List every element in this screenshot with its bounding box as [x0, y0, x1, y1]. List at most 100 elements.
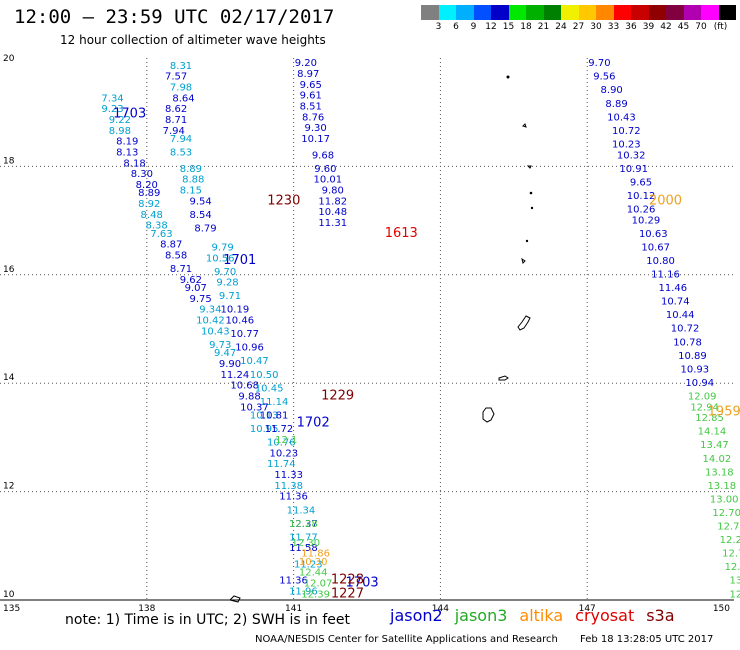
wave-height-value: 9.22: [109, 115, 131, 126]
coastline-islands: [229, 75, 534, 603]
legend-label: 9: [470, 22, 477, 32]
wave-height-value: 12.28: [289, 519, 318, 530]
wave-height-value: 10.01: [314, 175, 343, 186]
wave-height-value: 10.19: [221, 305, 250, 316]
wave-height-value: 9.07: [185, 283, 207, 294]
wave-height-value: 11.14: [260, 397, 289, 408]
satellite-legend-item: jason3: [454, 606, 508, 625]
wave-height-values: 8.317.577.988.64 7.34 8.62 9.23 8.71 9.22 7.94…: [101, 58, 740, 600]
pass-time-label: 1959: [708, 405, 740, 420]
satellite-legend-item: cryosat: [575, 606, 635, 625]
legend-swatch: [526, 5, 544, 20]
y-tick-label: 14: [3, 373, 15, 383]
wave-height-value: 9.60: [314, 164, 336, 175]
wave-height-value: 8.87: [160, 240, 182, 251]
legend-label: 70: [695, 22, 707, 32]
wave-height-value: 8.89: [180, 164, 202, 175]
wave-height-value: 11.72: [265, 424, 294, 435]
wave-height-value: 7.94: [163, 126, 185, 137]
wave-height-value: 10.29: [632, 215, 661, 226]
wave-height-value: 11.77: [289, 532, 318, 543]
legend-label: 39: [642, 22, 655, 32]
satellite-legend-item: jason2: [390, 606, 443, 625]
legend-swatch: [578, 5, 596, 20]
legend-label: 33: [607, 22, 620, 32]
wave-height-value: 10.50: [250, 370, 279, 381]
wave-height-value: 9.30: [304, 123, 326, 134]
wave-height-value: 10.45: [255, 383, 284, 394]
wave-height-value: 12.44: [299, 568, 328, 579]
legend-swatch: [718, 5, 736, 20]
wave-height-value: 8.19: [116, 137, 138, 148]
wave-height-value: 9.65: [300, 80, 322, 91]
wave-height-value: 10.47: [240, 356, 269, 367]
wave-height-value: 12.27: [720, 535, 740, 546]
legend-swatch: [648, 5, 666, 20]
wave-height-value: 10.74: [661, 297, 690, 308]
pass-time-label: 1228: [331, 573, 364, 588]
pass-time-labels: 1703 1613 2000 1959 1701 1702 1703 1230 1229 1228…: [113, 107, 740, 602]
y-tick-label: 12: [3, 482, 14, 492]
map-axes: 135 138 141 144 147 150 20 18 16 14 12 10: [3, 54, 730, 614]
generated-timestamp: Feb 18 13:28:05 UTC 2017: [580, 634, 714, 645]
wave-height-value: 8.53: [170, 148, 192, 159]
legend-label: 24: [555, 22, 567, 32]
wave-height-value: 9.70: [214, 267, 236, 278]
color-scale-labels: 3 6 9 12 15 18 21 24 27 30 33 36 39 42 45 70 (ft): [421, 22, 731, 34]
wave-height-value: 11.24: [221, 370, 250, 381]
pass-time-label: 2000: [649, 193, 682, 208]
wave-height-value: 8.58: [165, 251, 187, 262]
wave-height-value: 10.78: [673, 337, 702, 348]
pass-time-label: 1230: [267, 193, 300, 208]
wave-height-value: 13.18: [705, 467, 734, 478]
wave-height-value: 8.54: [189, 210, 211, 221]
wave-height-value: 11.96: [289, 587, 318, 598]
legend-swatch: [683, 5, 701, 20]
wave-height-value: 10.26: [627, 204, 656, 215]
wave-height-value: 11.46: [659, 283, 688, 294]
wave-height-value: 10.56: [206, 253, 235, 264]
wave-height-value: 8.62: [165, 104, 187, 115]
wave-height-value: 10.68: [230, 381, 259, 392]
wave-height-value: 8.89: [605, 99, 627, 110]
wave-height-value: 13.00: [710, 494, 739, 505]
pass-time-label: 1613: [385, 226, 418, 241]
x-tick-label: 141: [285, 604, 302, 614]
wave-height-value: 8.64: [172, 93, 194, 104]
wave-height-value: 8.89: [138, 188, 160, 199]
wave-height-value: 8.18: [123, 158, 145, 169]
wave-height-value: 12.39: [301, 589, 330, 600]
wave-height-value: 11.36: [279, 576, 308, 587]
legend-label: 3: [435, 22, 442, 32]
wave-height-value: 10.96: [235, 343, 264, 354]
wave-height-value: 11.16: [651, 270, 680, 281]
wave-height-value: 9.56: [593, 72, 615, 83]
wave-height-value: 9.47: [214, 348, 236, 359]
footer-note: note: 1) Time is in UTC; 2) SWH is in fe…: [65, 612, 351, 628]
wave-height-value: 12.78: [722, 549, 740, 560]
wave-height-value: 12.37: [289, 519, 318, 530]
wave-height-value: 14.02: [703, 454, 732, 465]
map-title: 12:00 – 23:59 UTC 02/17/2017: [14, 6, 335, 28]
wave-height-value: 9.90: [219, 359, 241, 370]
wave-height-value: 10.95: [250, 424, 279, 435]
wave-height-value: 12.70: [717, 522, 740, 533]
wave-height-value: 12.09: [688, 391, 717, 402]
wave-height-value: 8.92: [138, 199, 160, 210]
legend-label: 36: [625, 22, 637, 32]
wave-height-value: 10.72: [612, 126, 641, 137]
wave-height-value: 11.74: [267, 459, 296, 470]
wave-height-value: 10.94: [685, 378, 714, 389]
wave-height-value: 7.94: [170, 134, 192, 145]
wave-height-value: 9.28: [216, 278, 238, 289]
wave-height-value: 10.80: [646, 256, 675, 267]
wave-height-value: 13.86: [729, 576, 740, 587]
legend-label: 15: [502, 22, 515, 32]
pass-time-label: 1227: [331, 586, 364, 601]
wave-height-value: 10.89: [678, 351, 707, 362]
wave-height-value: 9.73: [209, 340, 231, 351]
wave-height-value: 10.44: [666, 310, 695, 321]
color-scale-legend: [421, 5, 736, 20]
credit-line: NOAA/NESDIS Center for Satellite Applica…: [255, 634, 558, 645]
